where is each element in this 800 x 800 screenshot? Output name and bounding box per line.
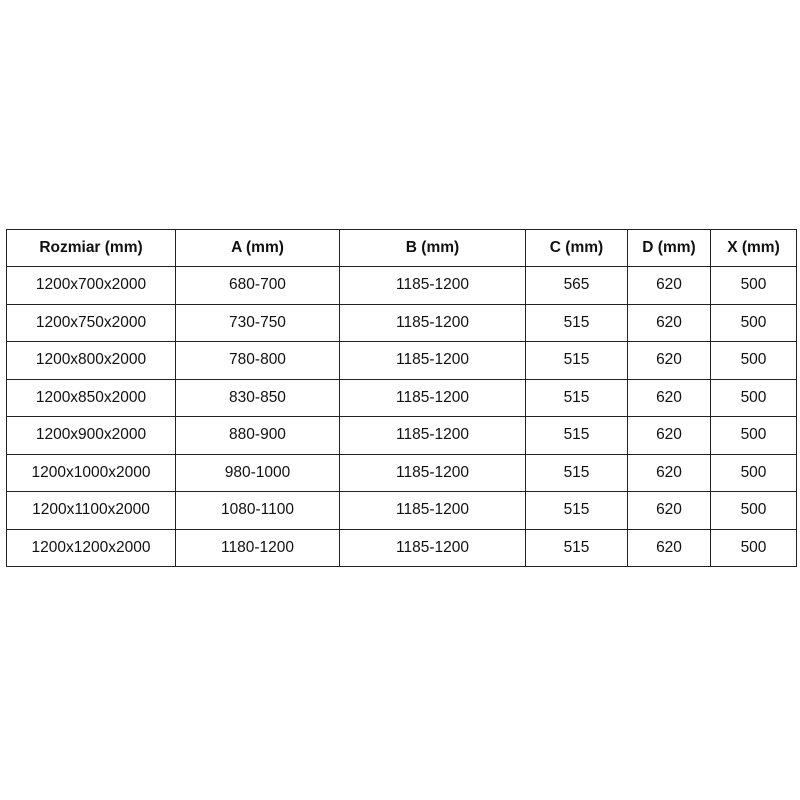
table-row: 1200x800x2000 780-800 1185-1200 515 620 500	[6, 341, 797, 380]
cell-x: 500	[710, 303, 797, 342]
cell-a: 730-750	[175, 303, 340, 342]
header-row: Rozmiar (mm) A (mm) B (mm) C (mm) D (mm) X (m…	[6, 229, 797, 267]
cell-d: 620	[627, 378, 711, 417]
cell-a: 830-850	[175, 378, 340, 417]
cell-x: 500	[710, 491, 797, 530]
cell-size: 1200x750x2000	[6, 303, 176, 342]
column-header-a: A (mm)	[175, 229, 340, 267]
table-row: 1200x1200x2000 1180-1200 1185-1200 515 620 50…	[6, 528, 797, 567]
cell-c: 565	[525, 266, 628, 305]
cell-size: 1200x850x2000	[6, 378, 176, 417]
cell-b: 1185-1200	[339, 378, 526, 417]
table-row: 1200x1000x2000 980-1000 1185-1200 515 620 500	[6, 453, 797, 492]
column-header-x: X (mm)	[710, 229, 797, 267]
cell-x: 500	[710, 528, 797, 567]
cell-a: 880-900	[175, 416, 340, 455]
cell-size: 1200x1200x2000	[6, 528, 176, 567]
cell-c: 515	[525, 378, 628, 417]
cell-b: 1185-1200	[339, 491, 526, 530]
column-header-b: B (mm)	[339, 229, 526, 267]
cell-x: 500	[710, 416, 797, 455]
cell-b: 1185-1200	[339, 303, 526, 342]
cell-a: 1180-1200	[175, 528, 340, 567]
table-row: 1200x850x2000 830-850 1185-1200 515 620 500	[6, 378, 797, 417]
cell-a: 680-700	[175, 266, 340, 305]
cell-d: 620	[627, 528, 711, 567]
cell-b: 1185-1200	[339, 528, 526, 567]
cell-c: 515	[525, 416, 628, 455]
cell-b: 1185-1200	[339, 416, 526, 455]
cell-d: 620	[627, 453, 711, 492]
cell-x: 500	[710, 266, 797, 305]
column-header-size: Rozmiar (mm)	[6, 229, 176, 267]
table-row: 1200x1100x2000 1080-1100 1185-1200 515 620 50…	[6, 491, 797, 530]
cell-size: 1200x700x2000	[6, 266, 176, 305]
cell-size: 1200x900x2000	[6, 416, 176, 455]
table-row: 1200x700x2000 680-700 1185-1200 565 620 500	[6, 266, 797, 305]
cell-b: 1185-1200	[339, 453, 526, 492]
cell-c: 515	[525, 528, 628, 567]
cell-d: 620	[627, 303, 711, 342]
table-row: 1200x900x2000 880-900 1185-1200 515 620 500	[6, 416, 797, 455]
cell-x: 500	[710, 378, 797, 417]
cell-d: 620	[627, 266, 711, 305]
cell-c: 515	[525, 491, 628, 530]
column-header-d: D (mm)	[627, 229, 711, 267]
cell-c: 515	[525, 303, 628, 342]
cell-d: 620	[627, 416, 711, 455]
cell-size: 1200x1000x2000	[6, 453, 176, 492]
cell-a: 780-800	[175, 341, 340, 380]
cell-a: 1080-1100	[175, 491, 340, 530]
column-header-c: C (mm)	[525, 229, 628, 267]
dimensions-table: Rozmiar (mm) A (mm) B (mm) C (mm) D (mm) X (m…	[6, 229, 797, 567]
cell-c: 515	[525, 453, 628, 492]
cell-d: 620	[627, 491, 711, 530]
cell-x: 500	[710, 341, 797, 380]
cell-c: 515	[525, 341, 628, 380]
cell-size: 1200x800x2000	[6, 341, 176, 380]
cell-b: 1185-1200	[339, 266, 526, 305]
cell-d: 620	[627, 341, 711, 380]
cell-x: 500	[710, 453, 797, 492]
cell-a: 980-1000	[175, 453, 340, 492]
cell-size: 1200x1100x2000	[6, 491, 176, 530]
table-row: 1200x750x2000 730-750 1185-1200 515 620 500	[6, 303, 797, 342]
cell-b: 1185-1200	[339, 341, 526, 380]
